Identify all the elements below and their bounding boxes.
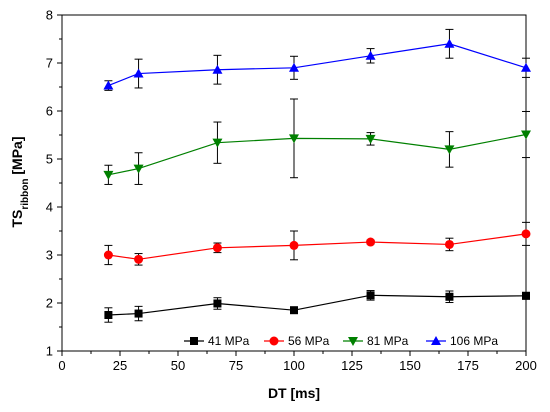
legend-marker (269, 336, 279, 346)
y-axis-title: TSribbon [MPa] (9, 137, 31, 228)
y-tick-label: 1 (46, 344, 53, 359)
data-point (289, 62, 299, 72)
series-layer (103, 28, 531, 323)
data-point (103, 170, 114, 180)
data-point (133, 164, 144, 174)
legend-item-1: 56 MPa (264, 334, 330, 348)
y-tick-label: 5 (46, 152, 53, 167)
data-point (366, 237, 376, 247)
data-point (134, 254, 144, 264)
data-point (366, 291, 375, 300)
legend-label: 106 MPa (450, 334, 498, 348)
data-point (521, 229, 531, 239)
data-point (212, 138, 223, 148)
series-2 (103, 98, 531, 185)
legend-label: 81 MPa (367, 334, 409, 348)
data-point (521, 130, 531, 140)
series-line (108, 43, 527, 87)
legend-marker (190, 337, 198, 345)
data-point (212, 243, 222, 253)
legend-item-2: 81 MPa (343, 334, 409, 348)
y-axis-title-unit: [MPa] (9, 137, 25, 179)
data-point (103, 80, 114, 90)
y-tick-label: 6 (46, 104, 53, 119)
x-tick-label: 100 (283, 358, 305, 373)
data-point (444, 145, 455, 155)
data-point (522, 291, 530, 300)
data-point (133, 68, 144, 78)
axes: 0 25 50 75 100 125 150 175 200 1 2 3 4 5 6 7 8 (46, 8, 537, 374)
x-tick-label: 75 (229, 358, 243, 373)
x-tick-label: 50 (171, 358, 185, 373)
data-point (289, 240, 299, 250)
x-tick-label: 200 (515, 358, 537, 373)
x-tick-label: 150 (399, 358, 421, 373)
data-point (289, 134, 299, 144)
series-1 (103, 221, 531, 266)
series-0 (104, 290, 530, 323)
data-point (444, 239, 454, 249)
data-point (212, 64, 223, 74)
data-point (365, 134, 376, 144)
data-point (104, 311, 113, 319)
y-axis-title-subscript: ribbon (20, 179, 31, 210)
data-point (213, 299, 222, 308)
y-tick-label: 7 (46, 56, 53, 71)
y-axis-title-main: TS (9, 210, 25, 228)
data-point (103, 250, 113, 260)
x-tick-label: 0 (58, 358, 65, 373)
legend-item-3: 106 MPa (426, 334, 498, 348)
y-tick-label: 3 (46, 248, 53, 263)
data-point (521, 62, 531, 72)
series-3 (103, 28, 531, 91)
data-point (290, 306, 298, 315)
series-line (108, 294, 527, 316)
y-tick-label: 4 (46, 200, 53, 215)
x-tick-label: 125 (341, 358, 363, 373)
x-tick-label: 175 (457, 358, 479, 373)
legend-label: 41 MPa (208, 334, 250, 348)
y-tick-label: 8 (46, 8, 53, 23)
data-point (134, 309, 143, 318)
x-tick-label: 25 (113, 358, 127, 373)
legend: 41 MPa 56 MPa 81 MPa 106 MPa (184, 334, 498, 348)
y-tick-label: 2 (46, 296, 53, 311)
data-point (445, 292, 454, 301)
data-point (365, 50, 376, 60)
legend-marker (348, 337, 358, 346)
legend-marker (431, 336, 441, 345)
legend-label: 56 MPa (288, 334, 330, 348)
legend-item-0: 41 MPa (184, 334, 250, 348)
x-axis-title: DT [ms] (268, 385, 320, 401)
series-line (108, 133, 527, 176)
data-point (444, 38, 455, 48)
series-line (108, 233, 527, 260)
